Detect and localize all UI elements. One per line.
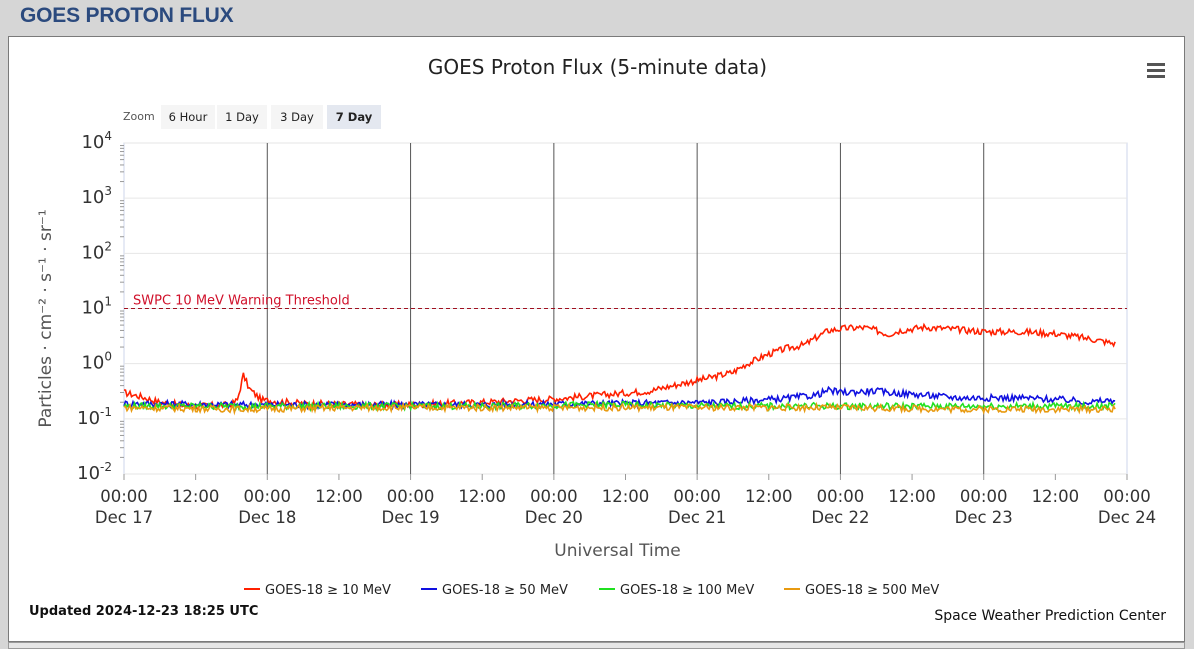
x-tick-time-label: 00:00 — [530, 487, 578, 506]
zoom-6-hour-button[interactable]: 6 Hour — [161, 105, 215, 129]
legend-label: GOES-18 ≥ 50 MeV — [442, 583, 568, 598]
x-tick-time-label: 12:00 — [602, 487, 650, 506]
x-tick-date-label: Dec 20 — [525, 508, 583, 527]
series-line — [123, 385, 1116, 411]
x-tick-time-label: 00:00 — [673, 487, 721, 506]
x-tick-time-label: 12:00 — [458, 487, 506, 506]
chart-plot: 104 103 102 101 100 10-1 10-2 00:00 Dec 17 12:00 0… — [36, 129, 1156, 598]
x-tick-date-label: Dec 23 — [955, 508, 1013, 527]
y-tick-label: 102 — [81, 239, 112, 263]
x-tick-time-label: 12:00 — [1032, 487, 1080, 506]
x-tick-date-label: Dec 22 — [811, 508, 869, 527]
x-tick-date-label: Dec 24 — [1098, 508, 1156, 527]
legend-label: GOES-18 ≥ 500 MeV — [805, 583, 939, 598]
threshold-label: SWPC 10 MeV Warning Threshold — [133, 294, 350, 309]
zoom-3-day-button[interactable]: 3 Day — [271, 105, 323, 129]
chart-title: GOES Proton Flux (5-minute data) — [427, 55, 768, 79]
x-tick-time-label: 12:00 — [888, 487, 936, 506]
x-tick-date-label: Dec 21 — [668, 508, 726, 527]
x-tick-time-label: 12:00 — [315, 487, 363, 506]
x-tick-date-label: Dec 17 — [95, 508, 153, 527]
x-tick-time-label: 00:00 — [1103, 487, 1151, 506]
x-tick-time-label: 00:00 — [960, 487, 1008, 506]
x-tick-time-label: 12:00 — [745, 487, 793, 506]
x-tick-time-label: 12:00 — [172, 487, 220, 506]
y-tick-label: 10-2 — [77, 460, 112, 484]
credit-text: Space Weather Prediction Center — [934, 608, 1166, 624]
series-line — [123, 401, 1116, 416]
x-tick-date-label: Dec 18 — [238, 508, 296, 527]
updated-timestamp: Updated 2024-12-23 18:25 UTC — [29, 604, 259, 619]
chart-panel: GOES Proton Flux (5-minute data) Zoom 6 … — [8, 36, 1185, 642]
y-tick-label: 104 — [81, 129, 112, 153]
y-tick-label: 101 — [81, 295, 112, 319]
page-title: GOES PROTON FLUX — [20, 4, 234, 27]
x-tick-time-label: 00:00 — [244, 487, 292, 506]
x-tick-time-label: 00:00 — [387, 487, 435, 506]
x-tick-time-label: 00:00 — [817, 487, 865, 506]
y-tick-label: 103 — [81, 184, 112, 208]
x-tick-time-label: 00:00 — [100, 487, 148, 506]
x-tick-date-label: Dec 19 — [381, 508, 439, 527]
y-tick-label: 100 — [81, 350, 112, 374]
zoom-7-day-button[interactable]: 7 Day — [327, 105, 381, 129]
bottom-strip — [8, 642, 1185, 649]
hamburger-menu-icon[interactable] — [1147, 63, 1165, 78]
legend-label: GOES-18 ≥ 100 MeV — [620, 583, 754, 598]
x-axis-title: Universal Time — [554, 541, 680, 561]
legend-label: GOES-18 ≥ 10 MeV — [265, 583, 391, 598]
zoom-label: Zoom — [123, 110, 155, 123]
y-axis-title: Particles · cm⁻² · s⁻¹ · sr⁻¹ — [36, 209, 56, 427]
zoom-1-day-button[interactable]: 1 Day — [217, 105, 267, 129]
y-tick-label: 10-1 — [77, 405, 112, 429]
